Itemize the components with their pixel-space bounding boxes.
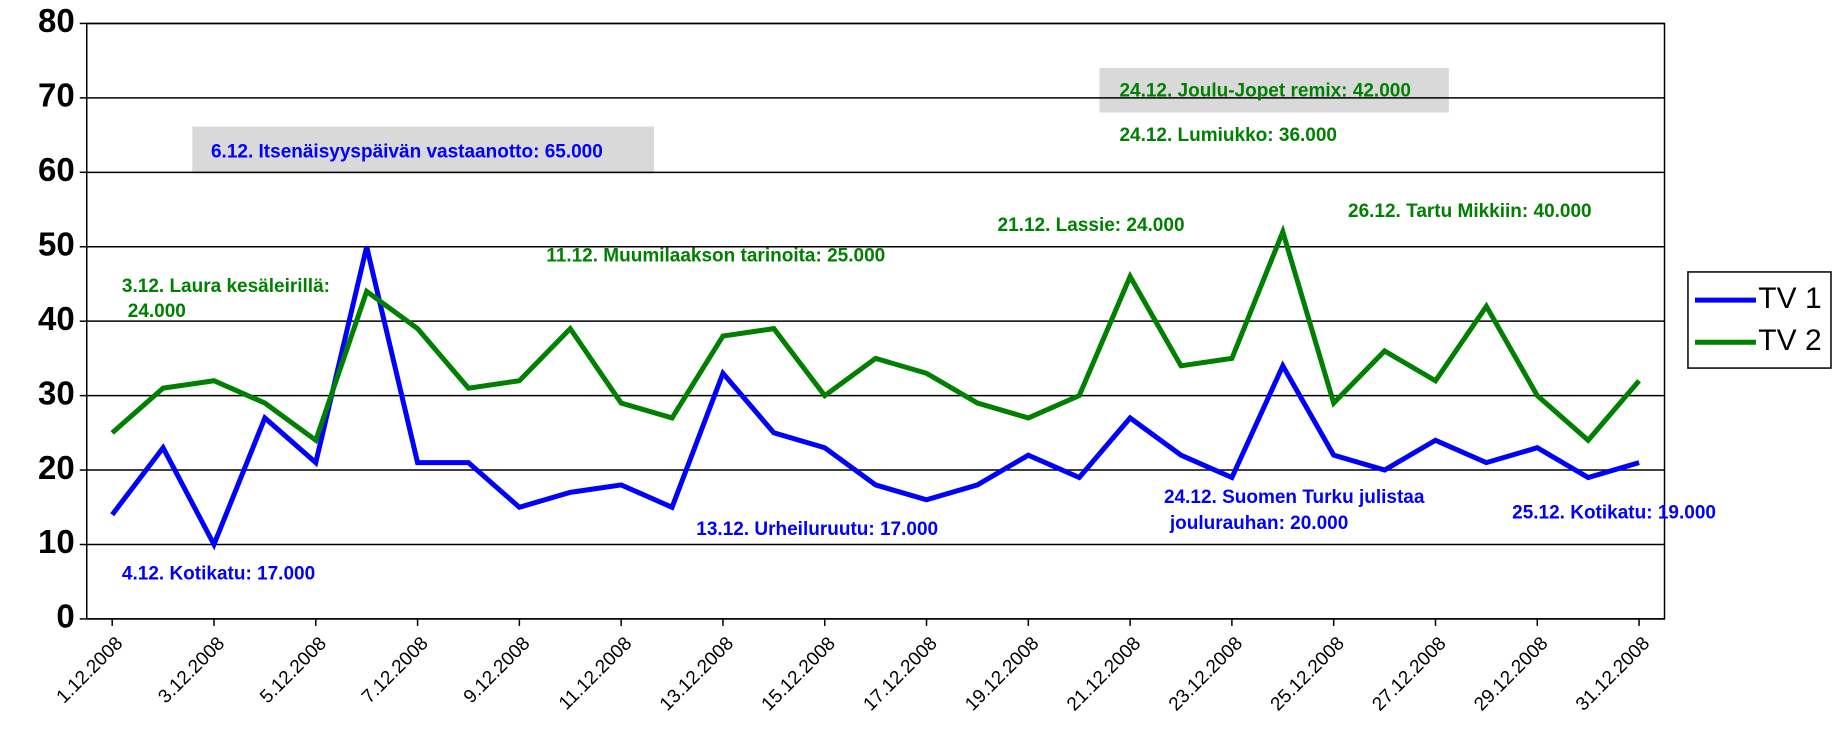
x-tick-label: 17.12.2008 (860, 633, 942, 715)
annotation: joulurauhan: 20.000 (1169, 513, 1348, 534)
series-line (110, 224, 1641, 445)
x-tick-label: 13.12.2008 (656, 633, 738, 715)
y-tick-label: 20 (38, 449, 75, 486)
y-tick-label: 0 (56, 598, 74, 635)
x-tick-label: 9.12.2008 (460, 633, 535, 708)
x-tick-label: 21.12.2008 (1063, 633, 1145, 715)
x-tick-label: 3.12.2008 (154, 633, 229, 708)
x-tick-label: 27.12.2008 (1368, 633, 1450, 715)
legend-box (1687, 271, 1832, 369)
series-line (110, 246, 1640, 551)
x-tick-label: 11.12.2008 (555, 633, 636, 714)
plot-frame (85, 22, 1666, 620)
annotation: 25.12. Kotikatu: 19.000 (1512, 502, 1716, 523)
x-tick-label: 1.12.2008 (53, 633, 128, 708)
annotation: 3.12. Laura kesäleirillä: (122, 276, 330, 297)
annotation: 13.12. Urheiluruutu: 17.000 (696, 519, 938, 540)
x-tick-label: 19.12.2008 (961, 633, 1043, 715)
y-tick-label: 40 (38, 300, 75, 337)
annotation: 11.12. Muumilaakson tarinoita: 25.000 (546, 246, 885, 267)
annotation: 26.12. Tartu Mikkiin: 40.000 (1348, 201, 1592, 222)
x-tick-label: 7.12.2008 (358, 633, 433, 708)
y-tick-label: 50 (38, 225, 75, 262)
legend-label: TV 1 (1758, 282, 1821, 315)
y-tick-label: 60 (38, 151, 75, 188)
annotation: 6.12. Itsenäisyyspäivän vastaanotto: 65.… (211, 141, 603, 162)
annotation: 24.12. Joulu-Jopet remix: 42.000 (1119, 80, 1410, 101)
y-tick-label: 10 (38, 523, 75, 560)
annotation: 24.12. Suomen Turku julistaa (1164, 487, 1425, 508)
y-tick-label: 30 (38, 374, 75, 411)
x-tick-label: 15.12.2008 (758, 633, 840, 715)
annotation: 4.12. Kotikatu: 17.000 (122, 563, 315, 584)
annotation: 21.12. Lassie: 24.000 (998, 215, 1185, 236)
annotation-box (192, 126, 655, 174)
y-tick-label: 80 (38, 2, 75, 39)
x-tick-label: 23.12.2008 (1165, 633, 1247, 715)
x-tick-label: 25.12.2008 (1267, 633, 1349, 715)
annotation-box (1099, 67, 1449, 113)
legend-label: TV 2 (1758, 324, 1821, 357)
x-tick-label: 31.12.2008 (1572, 633, 1654, 715)
annotation: 24.12. Lumiukko: 36.000 (1119, 125, 1337, 146)
x-tick-label: 5.12.2008 (256, 633, 331, 708)
y-tick-label: 70 (38, 77, 75, 114)
x-tick-label: 29.12.2008 (1470, 633, 1552, 715)
annotation: 24.000 (128, 301, 186, 322)
